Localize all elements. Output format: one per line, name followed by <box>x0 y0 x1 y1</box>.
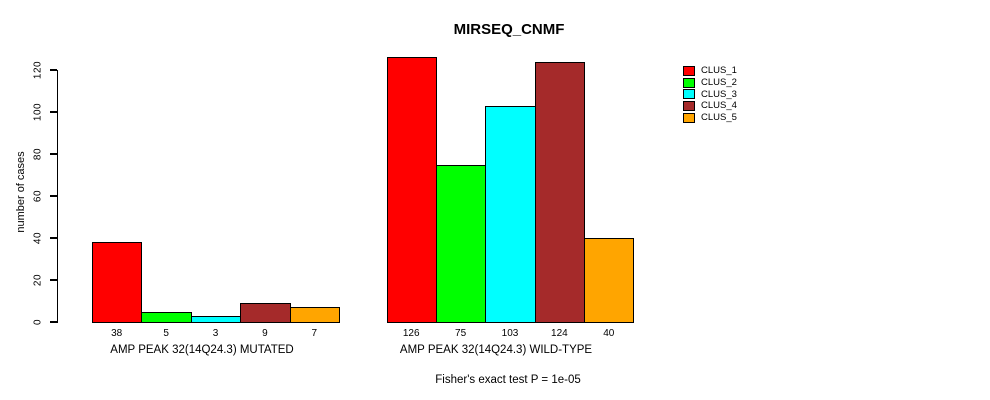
bar-value-label: 75 <box>455 328 467 339</box>
bar-clus_2-group1 <box>141 311 192 323</box>
bar-clus_3-group2 <box>485 105 536 323</box>
bar-clus_1-group1 <box>92 242 143 323</box>
y-tick-mark <box>50 195 57 197</box>
subtitle-fisher-test: Fisher's exact test P = 1e-05 <box>435 374 581 386</box>
y-tick-mark <box>50 279 57 281</box>
bar-value-label: 5 <box>163 328 169 339</box>
bar-value-label: 124 <box>551 328 568 339</box>
legend-label: CLUS_5 <box>701 112 737 124</box>
legend-swatch-clus_5 <box>683 112 695 123</box>
legend-swatch-clus_1 <box>683 65 695 76</box>
legend-row: CLUS_1 <box>683 65 737 77</box>
y-tick-label: 60 <box>32 189 44 203</box>
y-tick-mark <box>50 237 57 239</box>
legend-row: CLUS_2 <box>683 77 737 89</box>
legend-swatch-clus_2 <box>683 77 695 88</box>
bar-value-label: 126 <box>402 328 420 339</box>
y-tick-mark <box>50 321 57 323</box>
bar-value-label: 3 <box>212 328 219 339</box>
y-tick-mark <box>50 111 57 113</box>
bar-clus_2-group2 <box>435 164 487 323</box>
bar-clus_1-group2 <box>386 57 437 323</box>
legend-swatch-clus_4 <box>683 100 695 111</box>
y-tick-mark <box>50 69 57 71</box>
bar-clus_5-group2 <box>584 238 635 323</box>
y-tick-label: 40 <box>32 231 44 245</box>
y-tick-label: 20 <box>32 273 44 287</box>
y-tick-label: 120 <box>32 60 44 80</box>
bar-clus_4-group1 <box>240 303 291 323</box>
bar-clus_4-group2 <box>534 61 586 323</box>
y-tick-label: 0 <box>32 318 44 326</box>
legend-label: CLUS_1 <box>701 65 737 77</box>
x-group-label-2: AMP PEAK 32(14Q24.3) WILD-TYPE <box>399 344 593 356</box>
bar-value-label: 103 <box>501 328 519 339</box>
y-tick-label: 100 <box>32 102 44 122</box>
y-axis-label: number of cases <box>15 151 27 233</box>
y-tick-mark <box>50 153 57 155</box>
bar-clus_3-group1 <box>190 315 242 323</box>
y-axis-line <box>56 69 58 323</box>
legend-row: CLUS_5 <box>683 112 737 124</box>
legend-label: CLUS_2 <box>701 77 737 89</box>
legend-label: CLUS_4 <box>701 100 737 112</box>
y-tick-label: 80 <box>32 147 44 161</box>
bar-value-label: 7 <box>311 328 318 339</box>
bar-clus_5-group1 <box>289 307 340 323</box>
legend-swatch-clus_3 <box>683 89 695 100</box>
bar-value-label: 9 <box>262 328 268 339</box>
bar-value-label: 40 <box>603 328 615 339</box>
x-group-label-1: AMP PEAK 32(14Q24.3) MUTATED <box>110 344 294 356</box>
chart-title: MIRSEQ_CNMF <box>453 21 565 38</box>
legend-row: CLUS_3 <box>683 88 737 100</box>
legend: CLUS_1 CLUS_2 CLUS_3 CLUS_4 CLUS_5 <box>683 65 737 123</box>
legend-row: CLUS_4 <box>683 100 737 112</box>
legend-label: CLUS_3 <box>701 88 737 100</box>
bar-value-label: 38 <box>111 328 123 339</box>
